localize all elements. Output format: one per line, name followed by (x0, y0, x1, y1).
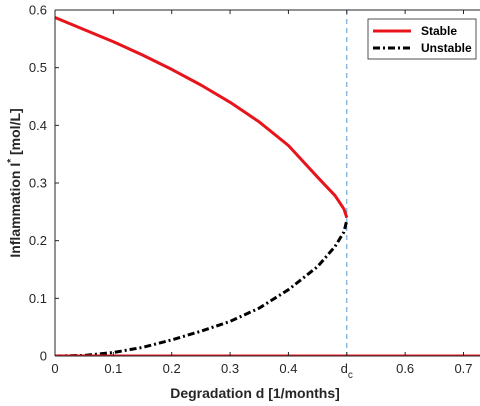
x-tick-label: 0.6 (396, 361, 414, 376)
y-axis-label-sup: * (6, 159, 17, 163)
x-tick-label: dc (341, 361, 353, 381)
y-tick-label: 0.6 (29, 3, 47, 18)
series-stable-line-0 (55, 16, 349, 219)
legend: Stable Unstable (367, 18, 477, 60)
y-axis-label-main: Inflammation I (7, 163, 23, 258)
y-tick-label: 0.1 (29, 291, 47, 306)
y-tick-label: 0.5 (29, 60, 47, 75)
y-tick-label: 0.3 (29, 176, 47, 191)
series-unstable-line-0 (55, 220, 349, 356)
x-tick-label: 0.7 (454, 361, 472, 376)
x-tick-label: 0.3 (221, 361, 239, 376)
legend-unstable-label: Unstable (421, 41, 472, 55)
y-axis-label-unit-text: [mol/L] (7, 108, 23, 155)
y-tick-label: 0.4 (29, 118, 47, 133)
x-tick-label: 0 (51, 361, 58, 376)
y-tick-label: 0 (40, 349, 47, 364)
legend-stable-label: Stable (421, 24, 457, 38)
x-tick-label: 0.4 (279, 361, 297, 376)
legend-box (367, 18, 477, 60)
x-tick-label: 0.2 (163, 361, 181, 376)
y-tick-label: 0.2 (29, 233, 47, 248)
y-axis-label: Inflammation I* [mol/L] (6, 108, 23, 257)
x-tick-label: 0.1 (104, 361, 122, 376)
x-axis-label: Degradation d [1/months] (170, 385, 340, 401)
